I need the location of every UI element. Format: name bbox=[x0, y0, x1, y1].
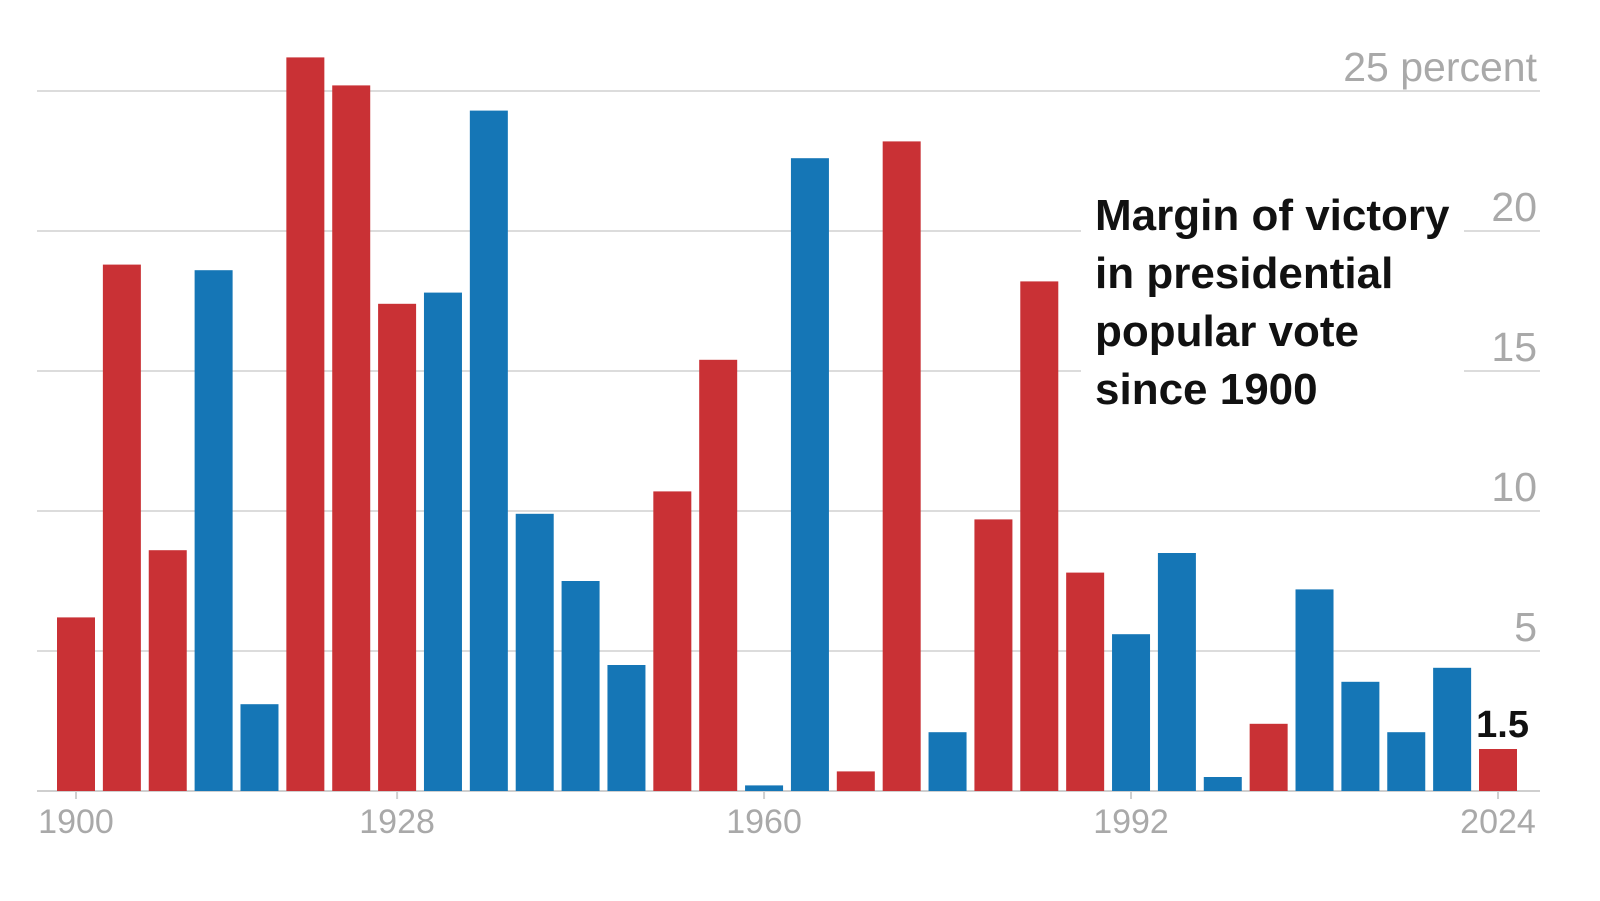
bar-2020 bbox=[1433, 667, 1472, 791]
bar-1948 bbox=[607, 665, 646, 791]
y-tick-label-10: 10 bbox=[1491, 464, 1537, 510]
bar-1916 bbox=[240, 704, 279, 791]
bar-1912 bbox=[194, 270, 233, 791]
bar-1960 bbox=[745, 785, 784, 791]
chart-title-line-3: popular vote bbox=[1095, 307, 1359, 356]
bar-1984 bbox=[1020, 281, 1059, 791]
bar-1952 bbox=[653, 491, 692, 791]
bar-1992 bbox=[1112, 634, 1151, 791]
bar-1996 bbox=[1157, 553, 1196, 791]
bar-1944 bbox=[561, 581, 600, 791]
chart-title-line-1: Margin of victory bbox=[1095, 191, 1450, 240]
title-background bbox=[1081, 185, 1465, 420]
bar-2012 bbox=[1341, 681, 1380, 791]
bar-1936 bbox=[469, 110, 508, 792]
chart-title: Margin of victory in presidential popular … bbox=[1095, 191, 1450, 414]
bar-1932 bbox=[423, 292, 462, 791]
x-tick-label-1928: 1928 bbox=[359, 803, 435, 841]
bar-1900 bbox=[57, 617, 95, 791]
bar-1928 bbox=[378, 303, 417, 791]
bar-2016 bbox=[1387, 732, 1426, 791]
x-axis-labels: 1900 1928 1960 1992 2024 bbox=[38, 791, 1536, 841]
chart-title-line-2: in presidential bbox=[1095, 249, 1393, 298]
bar-1968 bbox=[836, 771, 875, 791]
y-axis-labels: 5 10 15 20 25 percent bbox=[1343, 44, 1537, 650]
y-tick-label-15: 15 bbox=[1491, 324, 1537, 370]
bar-2004 bbox=[1249, 723, 1288, 791]
x-tick-label-1992: 1992 bbox=[1093, 803, 1169, 841]
bar-2008 bbox=[1295, 589, 1334, 791]
bar-1972 bbox=[882, 141, 921, 791]
bar-1988 bbox=[1066, 572, 1105, 791]
bar-1956 bbox=[699, 359, 738, 791]
bar-1980 bbox=[974, 519, 1013, 791]
bar-1940 bbox=[515, 513, 554, 791]
y-tick-label-5: 5 bbox=[1514, 604, 1537, 650]
x-tick-label-1960: 1960 bbox=[726, 803, 802, 841]
bar-1964 bbox=[790, 158, 829, 791]
bar-1904 bbox=[102, 264, 141, 792]
bar-1920 bbox=[286, 57, 325, 791]
x-tick-label-1900: 1900 bbox=[38, 803, 114, 841]
bar-1976 bbox=[928, 732, 967, 791]
bar-2024 bbox=[1479, 749, 1517, 791]
bar-1924 bbox=[332, 85, 371, 791]
chart-title-line-4: since 1900 bbox=[1095, 365, 1318, 414]
data-label-2024: 1.5 bbox=[1476, 704, 1529, 746]
bars bbox=[57, 57, 1517, 792]
bar-1908 bbox=[148, 550, 187, 791]
bar-2000 bbox=[1203, 777, 1242, 791]
y-tick-label-25: 25 percent bbox=[1343, 44, 1537, 90]
y-tick-label-20: 20 bbox=[1491, 184, 1537, 230]
x-tick-label-2024: 2024 bbox=[1460, 803, 1536, 841]
